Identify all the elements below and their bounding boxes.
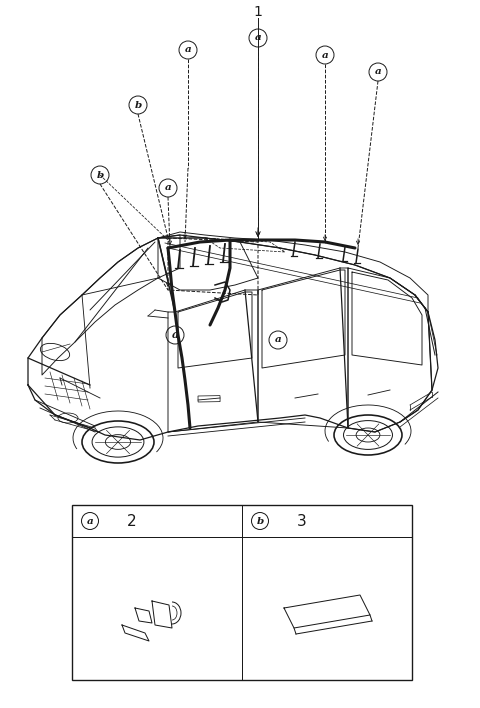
Text: a: a	[86, 517, 94, 525]
Bar	[198, 396, 220, 402]
Text: a: a	[165, 183, 171, 193]
Text: 2: 2	[127, 513, 137, 528]
Text: a: a	[185, 45, 192, 55]
Text: 1: 1	[253, 5, 263, 19]
Text: a: a	[374, 67, 382, 76]
Text: 3: 3	[297, 513, 307, 528]
Text: a: a	[322, 50, 328, 59]
Text: a: a	[275, 336, 281, 345]
Text: b: b	[96, 171, 104, 180]
Text: a: a	[254, 33, 262, 42]
Text: b: b	[134, 101, 142, 110]
Text: a: a	[171, 329, 179, 341]
Text: b: b	[256, 517, 264, 525]
Bar	[72, 505, 412, 680]
